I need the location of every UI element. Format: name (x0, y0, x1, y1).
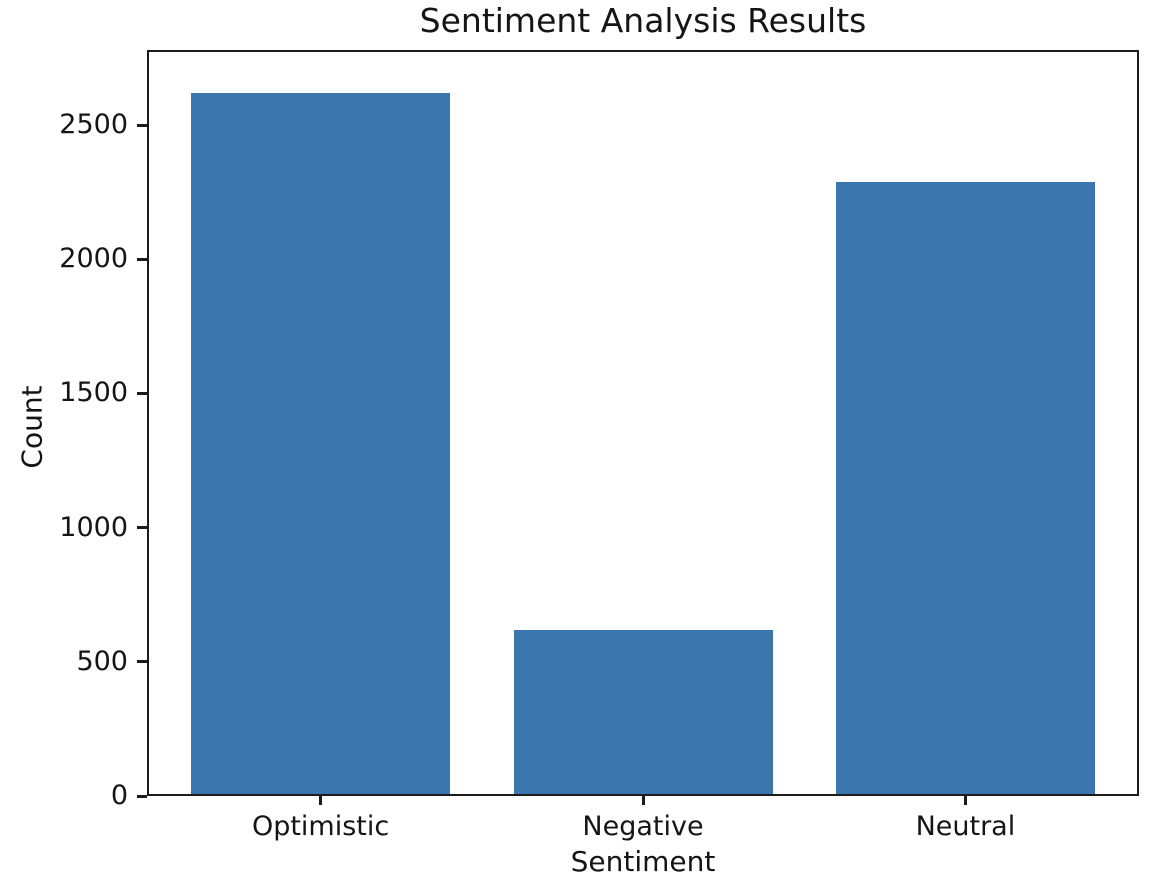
x-tick-mark (963, 796, 967, 805)
bar-optimistic (191, 92, 451, 796)
x-tick-label-negative: Negative (582, 811, 704, 842)
y-tick-label: 1000 (59, 511, 128, 543)
y-tick-mark (137, 391, 147, 395)
bar-negative (513, 629, 773, 796)
y-tick-mark (137, 526, 147, 530)
x-tick-mark (319, 796, 323, 805)
bar-neutral (835, 181, 1095, 796)
y-tick-label: 0 (110, 780, 128, 811)
y-tick-label: 2500 (59, 109, 128, 141)
plot-area (147, 50, 1139, 796)
x-axis-label: Sentiment (570, 845, 716, 878)
y-tick-mark (137, 794, 147, 798)
y-tick-mark (137, 257, 147, 261)
x-tick-label-optimistic: Optimistic (251, 811, 390, 842)
y-tick-mark (137, 123, 147, 127)
x-tick-label-neutral: Neutral (915, 811, 1016, 842)
y-tick-mark (137, 660, 147, 664)
chart-title: Sentiment Analysis Results (419, 1, 867, 40)
y-tick-label: 500 (76, 645, 128, 677)
y-tick-label: 1500 (59, 377, 128, 409)
y-tick-label: 2000 (59, 243, 128, 275)
x-tick-mark (641, 796, 645, 805)
